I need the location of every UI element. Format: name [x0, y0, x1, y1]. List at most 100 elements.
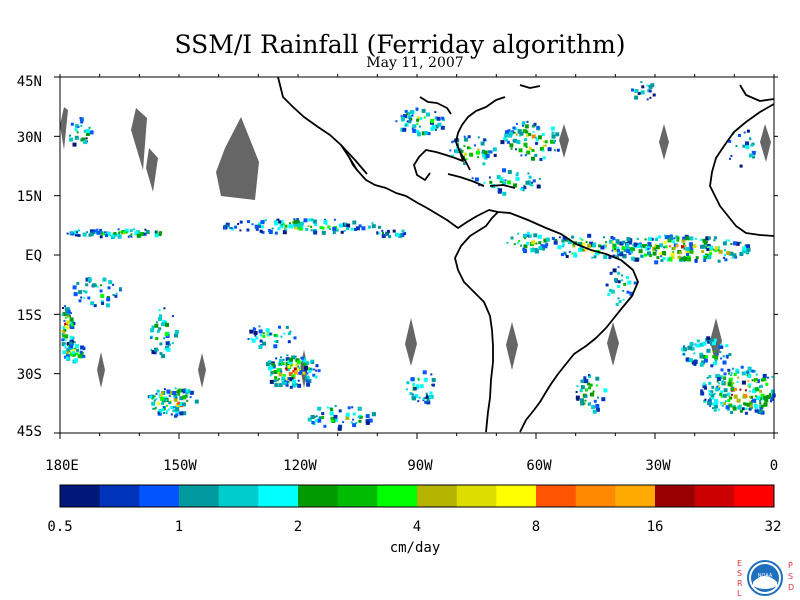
rain-cell — [763, 402, 768, 407]
rain-cell — [83, 140, 88, 145]
rain-cell — [314, 415, 317, 418]
coastline-hispaniola — [489, 184, 516, 189]
rain-cell — [759, 404, 764, 409]
rain-cell — [154, 233, 159, 238]
rain-cell — [304, 377, 308, 381]
rain-cell — [361, 226, 366, 231]
rain-cell — [617, 285, 621, 288]
rain-cell — [710, 364, 714, 368]
rain-cell — [483, 150, 488, 155]
rain-cell — [67, 309, 71, 313]
colorbar-tick-16: 16 — [646, 519, 664, 535]
rain-cell — [159, 342, 163, 346]
map-date: May 11, 2007 — [366, 55, 464, 71]
rain-cell — [518, 240, 521, 242]
rain-cell — [592, 390, 595, 393]
rain-cell — [175, 396, 178, 399]
rain-cell — [419, 117, 423, 121]
map-title: SSM/I Rainfall (Ferriday algorithm) — [174, 30, 626, 59]
rain-cell — [709, 397, 712, 400]
rain-cell — [69, 346, 73, 350]
rain-cell — [706, 336, 711, 341]
rain-cell — [728, 403, 733, 408]
rain-cell — [562, 236, 567, 241]
rain-cell — [518, 134, 521, 137]
rain-cell — [295, 363, 299, 367]
rain-cell — [99, 284, 102, 287]
rain-cell — [253, 327, 257, 331]
rain-cell — [644, 238, 647, 241]
coastline-south-america-west — [454, 211, 499, 433]
rain-cell — [649, 254, 652, 257]
logo-letter: P — [788, 561, 793, 570]
rain-cell — [229, 226, 232, 229]
rain-cell — [460, 149, 464, 153]
rain-cell — [71, 342, 74, 346]
rain-cell — [580, 401, 585, 406]
rain-cell — [150, 394, 155, 399]
rain-cell — [66, 348, 71, 353]
rain-cell — [159, 314, 162, 318]
rain-cell — [746, 129, 750, 133]
rain-cell — [670, 252, 675, 257]
rain-cell — [534, 249, 539, 254]
rain-cell — [145, 230, 150, 234]
rain-cell — [730, 243, 733, 245]
coastline-cuba — [447, 173, 485, 187]
rain-cell — [637, 245, 640, 249]
rain-cell — [278, 325, 281, 329]
rain-cell — [64, 307, 69, 312]
rain-cell — [291, 374, 296, 379]
rain-cell — [615, 303, 619, 306]
rain-cell — [293, 222, 298, 227]
rain-cell — [614, 278, 618, 283]
rain-cell — [345, 412, 350, 417]
rain-cell — [528, 147, 532, 150]
rain-cell — [183, 389, 186, 392]
rain-cell — [342, 421, 345, 424]
coastline-north-america — [277, 76, 499, 229]
colorbar-tick-32: 32 — [764, 519, 782, 535]
rain-cell — [276, 368, 281, 373]
rain-cell — [422, 370, 427, 375]
rain-cell — [157, 402, 161, 406]
rain-cell — [710, 394, 714, 398]
rain-cell — [412, 128, 417, 133]
rain-cell — [288, 372, 293, 377]
rain-cell — [467, 135, 471, 139]
rain-cell — [533, 125, 536, 128]
rain-cell — [306, 382, 311, 387]
rain-cell — [633, 281, 637, 285]
rain-cell — [72, 142, 77, 147]
rain-cell — [510, 236, 514, 240]
rain-cell — [672, 251, 675, 254]
rain-cell — [149, 395, 153, 399]
rain-cell — [269, 379, 274, 384]
rain-cell — [129, 229, 133, 233]
rain-cell — [719, 351, 722, 354]
rain-cell — [69, 341, 72, 345]
rain-cell — [81, 137, 86, 142]
swath-gap — [97, 352, 105, 388]
rain-cell — [239, 229, 242, 232]
rain-cell — [409, 392, 413, 396]
rain-cell — [615, 239, 620, 244]
rain-cell — [298, 385, 301, 387]
rain-cell — [186, 389, 191, 394]
rain-cell — [591, 405, 596, 409]
rain-cell — [707, 401, 711, 406]
rain-cell — [592, 409, 597, 414]
rain-cell — [277, 378, 280, 380]
rain-cell — [296, 218, 300, 222]
rain-cell — [646, 84, 649, 87]
rain-cell — [538, 241, 542, 245]
rain-cell — [544, 144, 547, 147]
rain-cell — [293, 219, 298, 224]
rain-cell — [466, 146, 470, 150]
rain-cell — [592, 243, 597, 248]
rain-cell — [707, 236, 711, 240]
rain-cell — [367, 225, 371, 229]
rain-cell — [258, 222, 262, 226]
